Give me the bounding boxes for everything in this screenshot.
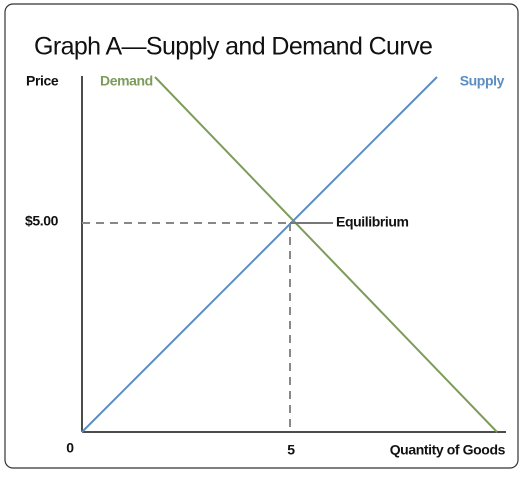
title: Graph A—Supply and Demand Curve — [34, 33, 432, 61]
y-axis-label: Price — [26, 73, 59, 89]
quantity-mark: 5 — [287, 442, 295, 458]
x-axis-label: Quantity of Goods — [390, 442, 506, 458]
supply-curve — [81, 76, 438, 433]
price-mark: $5.00 — [25, 213, 59, 229]
origin-label: 0 — [66, 440, 74, 456]
frame — [4, 3, 519, 469]
equilibrium-label: Equilibrium — [336, 214, 409, 230]
demand-label: Demand — [100, 73, 153, 89]
demand-curve — [154, 76, 498, 433]
supply-label: Supply — [460, 73, 505, 89]
